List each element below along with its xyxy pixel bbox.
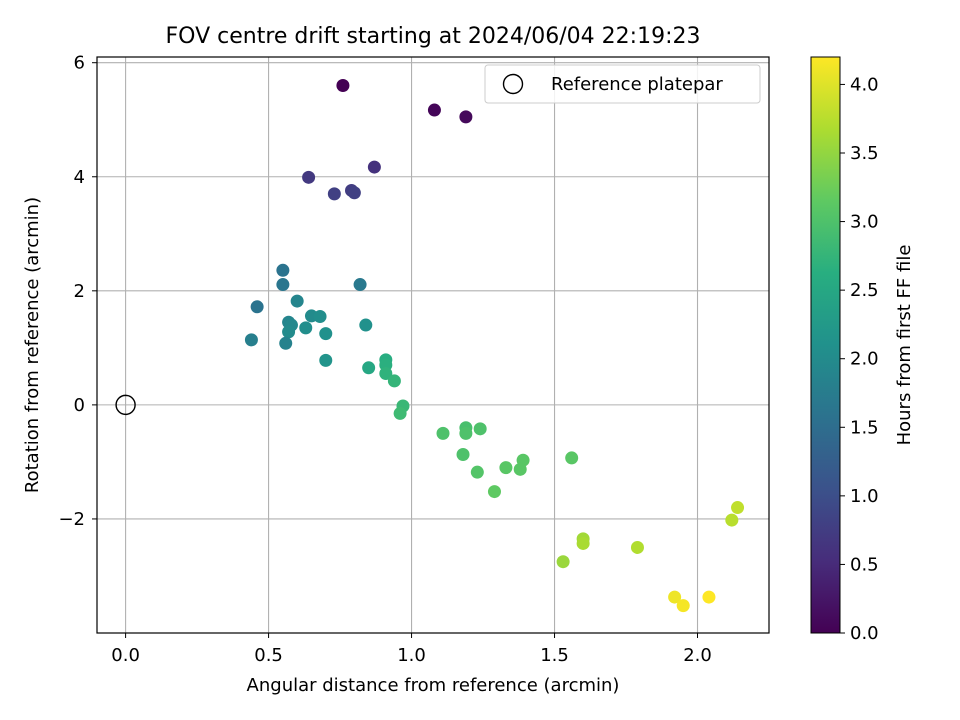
scatter-point	[319, 353, 333, 367]
scatter-point	[393, 406, 407, 420]
scatter-point	[299, 321, 313, 335]
scatter-point	[565, 451, 579, 465]
scatter-point	[473, 422, 487, 436]
scatter-point	[244, 333, 258, 347]
scatter-point	[359, 318, 373, 332]
scatter-point	[556, 555, 570, 569]
y-tick-label: 2	[74, 281, 85, 302]
scatter-point	[276, 278, 290, 292]
scatter-point	[362, 361, 376, 375]
scatter-point	[576, 536, 590, 550]
scatter-point	[487, 485, 501, 499]
scatter-point	[731, 501, 745, 515]
scatter-point	[470, 465, 484, 479]
scatter-point	[319, 327, 333, 341]
scatter-point	[336, 79, 350, 93]
colorbar-gradient	[810, 56, 841, 634]
legend: Reference platepar	[484, 64, 761, 104]
scatter-point	[327, 187, 341, 201]
y-tick-label: 0	[74, 395, 85, 416]
scatter-point	[459, 426, 473, 440]
scatter-point	[302, 170, 316, 184]
colorbar-tick-label: 3.0	[850, 212, 879, 233]
scatter-point	[276, 263, 290, 277]
x-tick-label: 2.0	[683, 645, 712, 666]
colorbar-tick-label: 1.0	[850, 486, 879, 507]
chart-title: FOV centre drift starting at 2024/06/04 …	[166, 24, 701, 49]
scatter-point	[367, 160, 381, 174]
scatter-point	[279, 336, 293, 350]
legend-box	[484, 64, 761, 104]
scatter-point	[347, 186, 361, 200]
plot-frame	[96, 56, 770, 634]
colorbar-tick-label: 4.0	[850, 74, 879, 95]
x-axis-label: Angular distance from reference (arcmin)	[247, 675, 620, 696]
colorbar-tick-label: 2.5	[850, 280, 879, 301]
reference-platepar-marker	[115, 394, 136, 416]
data-points	[244, 79, 745, 613]
grid	[97, 57, 769, 633]
colorbar-ticks: 0.0 0.5 1.0 1.5 2.0 2.5 3.0 3.5 4.0	[840, 74, 879, 644]
legend-reference-marker-icon	[502, 73, 524, 95]
x-tick-label: 0.0	[111, 645, 140, 666]
scatter-point	[676, 599, 690, 613]
scatter-point	[668, 590, 682, 604]
scatter-point	[427, 103, 441, 117]
colorbar-tick-label: 1.5	[850, 417, 879, 438]
reference-marker-group	[115, 394, 136, 416]
scatter-point	[436, 426, 450, 440]
scatter-point	[250, 300, 264, 314]
scatter-point	[290, 294, 304, 308]
scatter-point	[313, 309, 327, 323]
scatter-point	[379, 367, 393, 381]
scatter-point	[702, 590, 716, 604]
scatter-point	[459, 110, 473, 124]
y-axis-label: Rotation from reference (arcmin)	[22, 197, 43, 493]
scatter-point	[630, 540, 644, 554]
x-axis-ticks: 0.0 0.5 1.0 1.5 2.0	[111, 633, 712, 666]
y-axis-ticks: −2 0 2 4 6	[58, 53, 97, 530]
colorbar-tick-label: 0.0	[850, 623, 879, 644]
scatter-point	[353, 278, 367, 292]
scatter-point	[499, 461, 513, 475]
scatter-point	[282, 325, 296, 339]
colorbar-tick-label: 0.5	[850, 554, 879, 575]
x-tick-label: 1.5	[540, 645, 569, 666]
scatter-point	[513, 462, 527, 476]
y-tick-label: −2	[58, 509, 85, 530]
y-tick-label: 4	[74, 167, 85, 188]
colorbar-tick-label: 2.0	[850, 349, 879, 370]
scatter-point	[725, 513, 739, 527]
colorbar-tick-label: 3.5	[850, 143, 879, 164]
y-tick-label: 6	[74, 53, 85, 74]
scatter-point	[387, 374, 401, 388]
scatter-point	[456, 447, 470, 461]
colorbar: 0.0 0.5 1.0 1.5 2.0 2.5 3.0 3.5 4.0 Hours from f…	[810, 56, 915, 644]
x-tick-label: 1.0	[397, 645, 426, 666]
x-tick-label: 0.5	[254, 645, 283, 666]
legend-entry-reference-platepar: Reference platepar	[551, 74, 723, 95]
colorbar-label: Hours from first FF file	[894, 245, 915, 446]
